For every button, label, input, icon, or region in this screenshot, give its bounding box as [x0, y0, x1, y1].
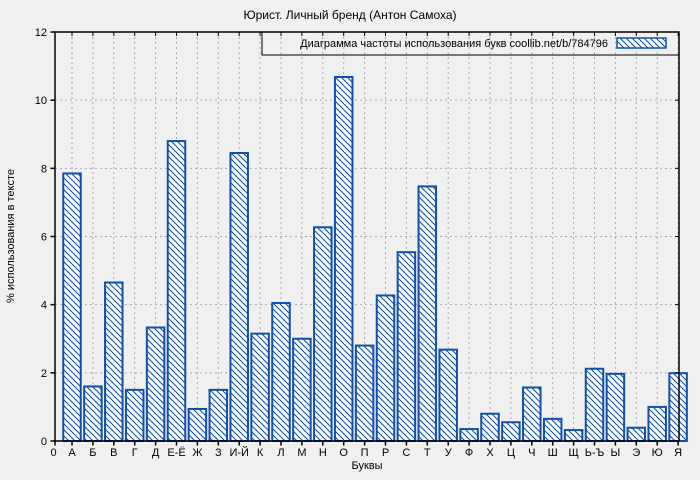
bar-О	[333, 75, 354, 443]
y-tick-label: 10	[35, 95, 47, 107]
bar-Ш	[542, 417, 563, 442]
y-tick-label: 6	[41, 232, 47, 244]
bar-В	[104, 281, 124, 443]
y-tick-label: 12	[35, 27, 47, 39]
bar-Д	[145, 326, 166, 442]
bar-Г	[124, 388, 145, 442]
x-tick-label: Ф	[465, 447, 473, 459]
x-tick-label-origin: 0	[50, 447, 56, 459]
y-tick-label: 4	[41, 300, 47, 312]
bar-Т	[417, 185, 438, 442]
x-tick-label: И-Й	[229, 446, 248, 459]
x-tick-label: К	[257, 447, 264, 459]
x-tick-label: Л	[277, 447, 284, 459]
bar-Ю	[647, 405, 667, 442]
legend-swatch-icon	[616, 37, 667, 49]
bar-Р	[375, 294, 396, 442]
bar-Ч	[522, 386, 542, 442]
bar-Э	[626, 426, 647, 442]
bar-П	[354, 344, 375, 443]
x-tick-label: Г	[132, 447, 138, 459]
x-tick-label: Х	[486, 447, 494, 459]
x-tick-label: А	[68, 447, 76, 459]
bar-А	[62, 172, 82, 442]
bar-З	[208, 388, 229, 442]
y-tick-label: 8	[41, 163, 47, 175]
x-tick-label: Ы	[611, 447, 621, 459]
x-tick-label: У	[445, 447, 453, 459]
x-tick-label: Я	[674, 447, 682, 459]
bar-И-Й	[229, 151, 249, 443]
x-tick-label: Т	[424, 447, 431, 459]
bar-Ы	[605, 372, 626, 442]
chart-title: Юрист. Личный бренд (Антон Самоха)	[243, 8, 457, 22]
y-tick-label: 0	[41, 436, 47, 448]
x-tick-label: Н	[319, 447, 327, 459]
bar-Н	[313, 226, 333, 442]
bar-К	[250, 332, 270, 443]
x-tick-label: Ч	[528, 447, 535, 459]
bar-Е-Ё	[166, 140, 187, 442]
x-tick-label: С	[402, 447, 410, 459]
bar-Щ	[563, 429, 584, 442]
x-tick-label: Р	[382, 447, 389, 459]
x-tick-label: М	[297, 447, 306, 459]
x-tick-label: Б	[89, 447, 96, 459]
x-tick-label: Ж	[192, 447, 202, 459]
x-axis-label: Буквы	[351, 460, 383, 472]
bar-Л	[271, 301, 291, 442]
y-tick-label: 2	[41, 368, 47, 380]
bar-Ф	[459, 428, 479, 442]
x-tick-label: Е-Ё	[167, 447, 185, 459]
x-tick-label: Ц	[507, 447, 515, 459]
legend-box	[261, 31, 680, 56]
x-tick-label: З	[215, 447, 222, 459]
x-tick-label: Ь-Ъ	[585, 447, 605, 459]
x-tick-label: Э	[632, 447, 640, 459]
x-tick-label: П	[361, 447, 369, 459]
x-tick-label: Ш	[548, 447, 558, 459]
x-tick-label: Д	[152, 447, 160, 459]
bar-Ь-Ъ	[584, 367, 605, 443]
bar-Ж	[187, 407, 208, 443]
bar-М	[292, 337, 312, 442]
bar-Я	[668, 372, 688, 442]
bar-Ц	[501, 421, 521, 443]
bar-С	[396, 251, 417, 442]
bar-Х	[480, 412, 500, 443]
x-tick-label: Щ	[568, 447, 578, 459]
x-tick-label: О	[339, 447, 348, 459]
x-tick-label: В	[110, 447, 117, 459]
bar-У	[438, 348, 458, 443]
legend-label: Диаграмма частоты использования букв coo…	[300, 38, 608, 50]
bar-Б	[83, 385, 103, 443]
x-tick-label: Ю	[652, 447, 663, 459]
